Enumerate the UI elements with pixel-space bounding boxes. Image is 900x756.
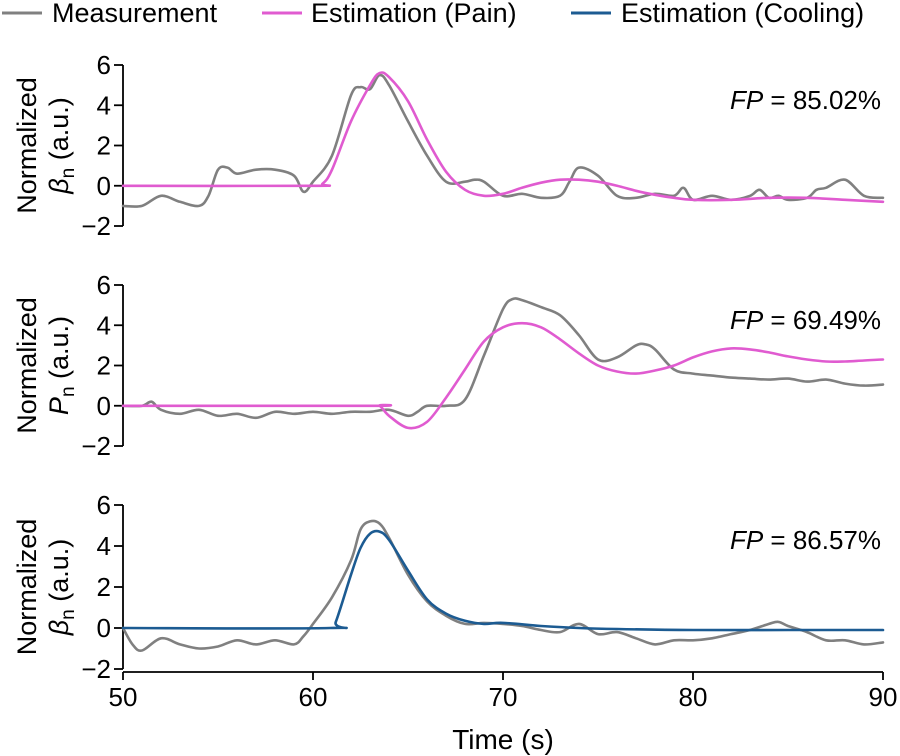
legend: Measurement Estimation (Pain) Estimation (… (2, 0, 864, 28)
fp-value: = 85.02% (763, 85, 881, 115)
y-axis-label-line1: Normalized (12, 77, 42, 214)
y-axis-unit: (a.u.) (44, 97, 74, 168)
y-axis-label-line1: Normalized (12, 297, 42, 434)
series-line-measurement (121, 73, 885, 208)
x-tick-label: 50 (109, 682, 138, 712)
y-tick-label: −2 (81, 431, 111, 461)
y-tick-label: −2 (81, 211, 111, 241)
y-tick-label: 4 (97, 310, 111, 340)
y-axis-label-line1: Normalized (12, 519, 42, 656)
y-tick-label: 4 (97, 90, 111, 120)
y-axis-unit: (a.u.) (44, 539, 74, 610)
x-tick-label: 80 (679, 682, 708, 712)
x-tick-label: 70 (489, 682, 518, 712)
y-tick-label: 2 (97, 131, 111, 161)
panel-bottom: −2 0 2 4 6 Normalized βn (a.u.) FP = 86.57% 50 60… (12, 490, 897, 755)
series-line-estimation-cooling (121, 529, 885, 632)
y-axis-unit: (a.u.) (44, 316, 74, 387)
fp-symbol: FP (730, 525, 764, 555)
y-tick-label: 6 (97, 490, 111, 520)
y-tick-label: 4 (97, 531, 111, 561)
legend-entry: Estimation (Pain) (262, 0, 517, 28)
x-tick-label: 60 (299, 682, 328, 712)
series-line-estimation-pain (121, 71, 885, 204)
y-axis-label-line2: Pn (a.u.) (44, 316, 79, 415)
legend-label: Measurement (52, 0, 218, 28)
y-tick-label: 6 (97, 270, 111, 300)
y-tick-label: 2 (97, 351, 111, 381)
y-axis-subscript: n (58, 168, 79, 179)
y-tick-label: 0 (97, 171, 111, 201)
y-tick-label: −2 (81, 654, 111, 684)
y-tick-label: 0 (97, 613, 111, 643)
legend-entry: Estimation (Cooling) (571, 0, 864, 28)
y-axis-symbol: P (44, 397, 74, 415)
y-tick-label: 6 (97, 50, 111, 80)
y-axis-label-line2: βn (a.u.) (44, 539, 79, 637)
legend-entry: Measurement (2, 0, 218, 28)
series-line-estimation-pain (121, 321, 885, 430)
y-tick-label: 0 (97, 391, 111, 421)
y-axis-symbol: β (44, 178, 74, 194)
y-tick-label: 2 (97, 572, 111, 602)
legend-label: Estimation (Cooling) (621, 0, 864, 28)
fp-annotation: FP = 85.02% (730, 85, 881, 115)
fp-annotation: FP = 86.57% (730, 525, 881, 555)
series-line-measurement (121, 297, 885, 420)
panel-top: −2 0 2 4 6 Normalized βn (a.u.) FP = 85.02% (12, 50, 885, 241)
y-axis-subscript: n (58, 386, 79, 397)
x-axis-label: Time (s) (452, 724, 554, 755)
fp-annotation: FP = 69.49% (730, 305, 881, 335)
legend-label: Estimation (Pain) (311, 0, 517, 28)
y-axis-symbol: β (44, 620, 74, 636)
panel-middle: −2 0 2 4 6 Normalized Pn (a.u.) FP = 69.49% (12, 270, 885, 461)
fp-value: = 69.49% (763, 305, 881, 335)
fp-value: = 86.57% (763, 525, 881, 555)
y-axis-label-line2: βn (a.u.) (44, 97, 79, 195)
x-tick-label: 90 (869, 682, 898, 712)
y-axis-subscript: n (58, 609, 79, 620)
fp-symbol: FP (730, 305, 764, 335)
fp-symbol: FP (730, 85, 764, 115)
